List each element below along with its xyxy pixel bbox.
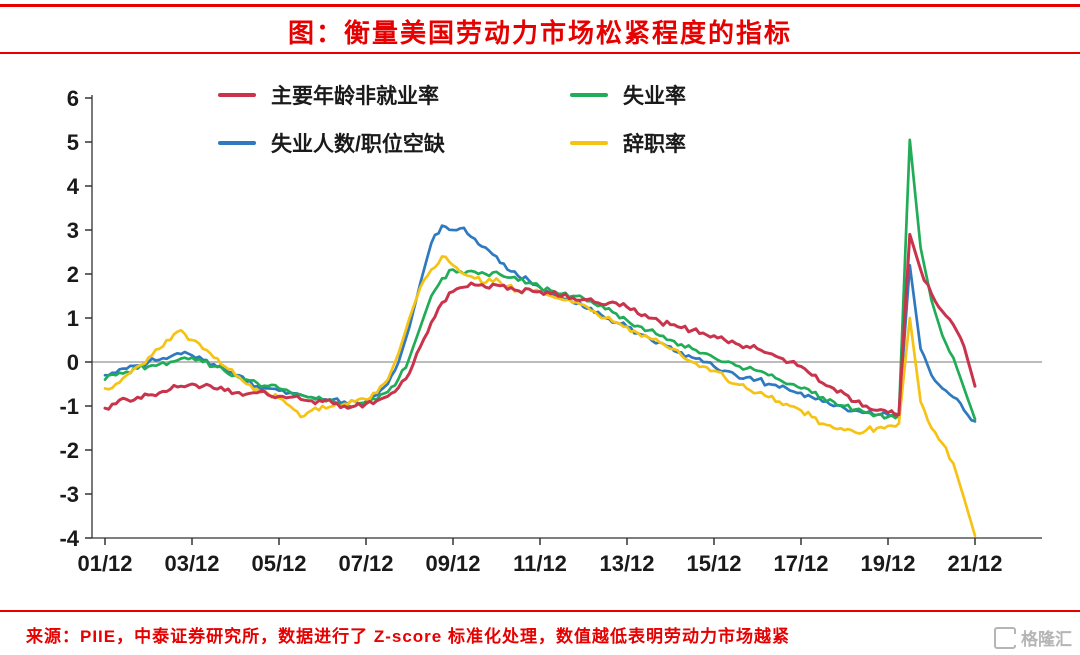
x-tick-label: 05/12	[251, 551, 306, 576]
legend-label: 辞职率	[623, 133, 686, 156]
watermark-text: 格隆汇	[1021, 630, 1072, 649]
x-tick-label: 07/12	[338, 551, 393, 576]
chart-legend: 主要年龄非就业率 失业率失业人数/职位空缺 辞职率	[218, 80, 686, 158]
legend-marker-icon	[570, 141, 608, 145]
legend-marker-icon	[218, 141, 256, 145]
chart-title: 图：衡量美国劳动力市场松紧程度的指标	[287, 18, 792, 48]
y-tick-label: 5	[67, 130, 79, 155]
y-tick-label: -1	[59, 394, 79, 419]
x-tick-label: 11/12	[513, 551, 567, 576]
gelonghui-logo-icon	[994, 626, 1016, 649]
legend-item-3: 失业人数/职位空缺	[218, 128, 570, 158]
under-title-red-rule	[0, 52, 1080, 54]
y-tick-label: 3	[67, 218, 79, 243]
y-tick-label: 0	[67, 350, 79, 375]
bottom-red-rule	[0, 610, 1080, 612]
watermark: 格隆汇	[994, 625, 1072, 650]
source-note: 来源：PIIE，中泰证券研究所，数据进行了 Z-score 标准化处理，数值越低…	[26, 627, 790, 646]
x-tick-label: 01/12	[77, 551, 132, 576]
legend-label: 失业率	[623, 85, 686, 108]
y-tick-label: 1	[67, 306, 79, 331]
legend-label: 主要年龄非就业率	[271, 85, 439, 108]
legend-item-2: 失业率	[570, 80, 686, 110]
series-line-4	[103, 255, 977, 538]
series-line-2	[103, 138, 977, 421]
x-tick-label: 17/12	[773, 551, 828, 576]
y-tick-label: 4	[67, 174, 80, 199]
y-tick-label: -2	[59, 438, 79, 463]
legend-item-4: 辞职率	[570, 128, 686, 158]
x-tick-label: 19/12	[860, 551, 915, 576]
legend-marker-icon	[570, 93, 608, 97]
series-line-1	[103, 232, 977, 417]
legend-label: 失业人数/职位空缺	[271, 133, 445, 156]
x-tick-label: 13/12	[599, 551, 654, 576]
y-tick-label: 2	[67, 262, 79, 287]
x-tick-label: 09/12	[425, 551, 480, 576]
x-tick-label: 03/12	[164, 551, 219, 576]
legend-item-1: 主要年龄非就业率	[218, 80, 570, 110]
legend-marker-icon	[218, 93, 256, 97]
x-tick-label: 15/12	[686, 551, 741, 576]
top-red-rule	[0, 4, 1080, 7]
y-tick-label: 6	[67, 86, 79, 111]
y-tick-label: -4	[59, 526, 79, 551]
x-tick-label: 21/12	[947, 551, 1002, 576]
y-tick-label: -3	[59, 482, 79, 507]
